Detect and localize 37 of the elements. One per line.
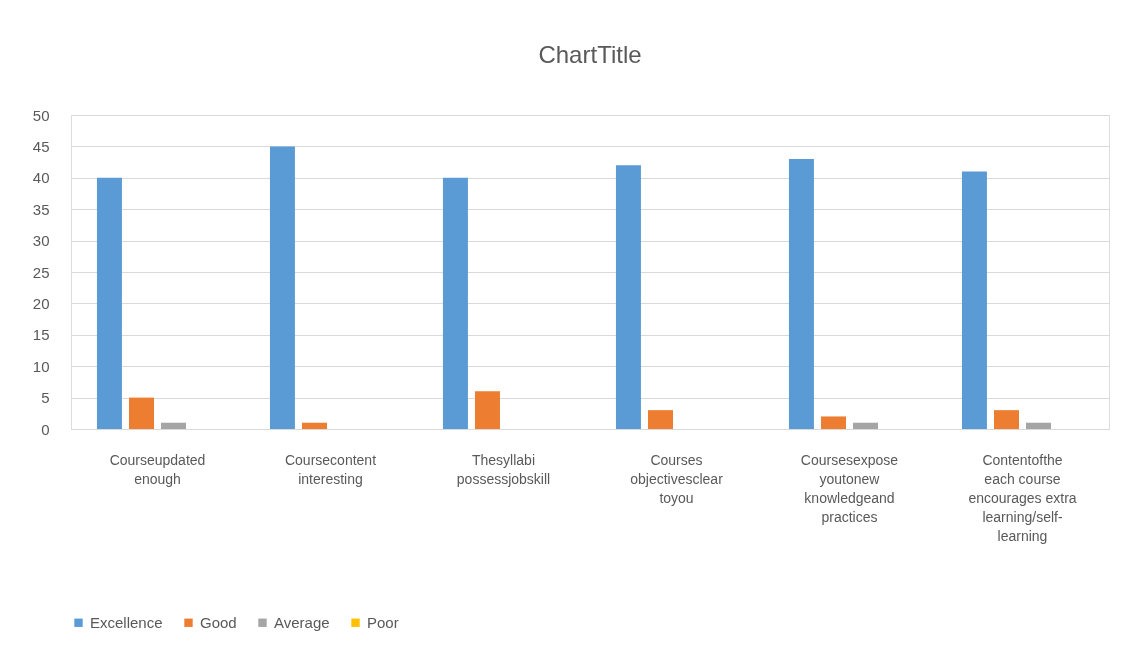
y-tick-label: 35 — [32, 200, 50, 218]
x-tick-label: Contentofthe each course encourages extra learning/self-learning — [968, 451, 1077, 544]
legend-label: Average — [274, 613, 330, 631]
y-tick-label: 20 — [32, 294, 50, 312]
x-tick-label: Thesyllabi possessjobskill — [456, 451, 551, 487]
bar — [442, 177, 468, 429]
legend-label: Excellence — [90, 613, 163, 631]
y-tick-label: 30 — [32, 232, 50, 250]
chart-title: ChartTitle — [538, 41, 642, 68]
x-tick-label: Coursesexpose youtonew knowledgeand practices — [800, 451, 899, 525]
y-tick-label: 40 — [32, 169, 50, 187]
bar — [853, 422, 879, 429]
bar — [269, 146, 295, 429]
bar — [161, 422, 187, 429]
bar — [820, 416, 846, 429]
y-tick-label: 25 — [32, 263, 50, 281]
bar — [96, 177, 122, 429]
y-tick-label: 45 — [32, 137, 50, 155]
x-tick-label: Courses objectivesclear toyou — [630, 451, 724, 506]
bar — [474, 391, 500, 429]
bar — [647, 410, 673, 429]
bar — [128, 397, 154, 429]
x-tick-label: Coursecontent interesting — [284, 451, 377, 487]
bar — [1026, 422, 1052, 429]
y-tick-label: 5 — [41, 389, 50, 407]
bar — [961, 171, 987, 429]
y-tick-label: 0 — [41, 420, 50, 438]
bar — [615, 165, 641, 429]
x-tick-label: Courseupdated enough — [109, 451, 206, 487]
bar — [993, 410, 1019, 429]
y-tick-label: 15 — [32, 326, 50, 344]
bar — [788, 158, 814, 429]
y-tick-label: 50 — [32, 106, 50, 124]
legend-label: Poor — [367, 613, 399, 631]
legend-label: Good — [200, 613, 237, 631]
bar — [301, 422, 327, 429]
y-tick-label: 10 — [32, 357, 50, 375]
